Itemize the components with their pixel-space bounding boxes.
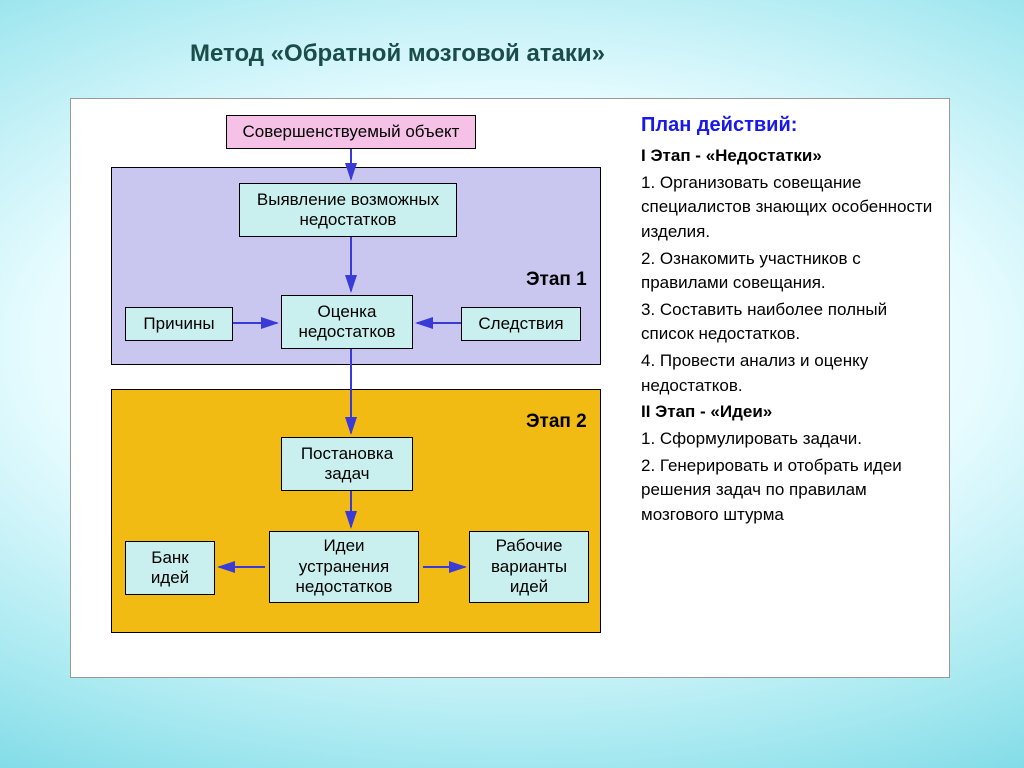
plan-item: 4. Провести анализ и оценку недостатков. <box>641 349 941 398</box>
plan-item: 1. Организовать совещание специалистов з… <box>641 171 941 245</box>
flow-diagram: Совершенствуемый объект Выявление возмож… <box>71 99 631 679</box>
node-effects: Следствия <box>461 307 581 341</box>
node-object: Совершенствуемый объект <box>226 115 476 149</box>
node-tasks: Постановка задач <box>281 437 413 491</box>
node-identify: Выявление возможных недостатков <box>239 183 457 237</box>
node-ideas: Идеи устранения недостатков <box>269 531 419 603</box>
node-assess: Оценка недостатков <box>281 295 413 349</box>
stage1-label: Этап 1 <box>526 269 587 291</box>
content-frame: Совершенствуемый объект Выявление возмож… <box>70 98 950 678</box>
plan-stage2-items: 1. Сформулировать задачи.2. Генерировать… <box>641 427 941 528</box>
slide-title: Метод «Обратной мозговой атаки» <box>190 40 605 68</box>
plan-item: 3. Составить наиболее полный список недо… <box>641 298 941 347</box>
node-causes: Причины <box>125 307 233 341</box>
plan-stage1-items: 1. Организовать совещание специалистов з… <box>641 171 941 399</box>
plan-item: 1. Сформулировать задачи. <box>641 427 941 452</box>
plan-panel: План действий: I Этап - «Недостатки» 1. … <box>641 111 941 530</box>
plan-stage1-label: I Этап - «Недостатки» <box>641 144 941 169</box>
plan-item: 2. Генерировать и отобрать идеи решения … <box>641 454 941 528</box>
plan-stage2-label: II Этап - «Идеи» <box>641 400 941 425</box>
stage2-label: Этап 2 <box>526 411 587 433</box>
plan-item: 2. Ознакомить участников с правилами сов… <box>641 247 941 296</box>
plan-title: План действий: <box>641 111 941 140</box>
node-working: Рабочие варианты идей <box>469 531 589 603</box>
node-bank: Банк идей <box>125 541 215 595</box>
